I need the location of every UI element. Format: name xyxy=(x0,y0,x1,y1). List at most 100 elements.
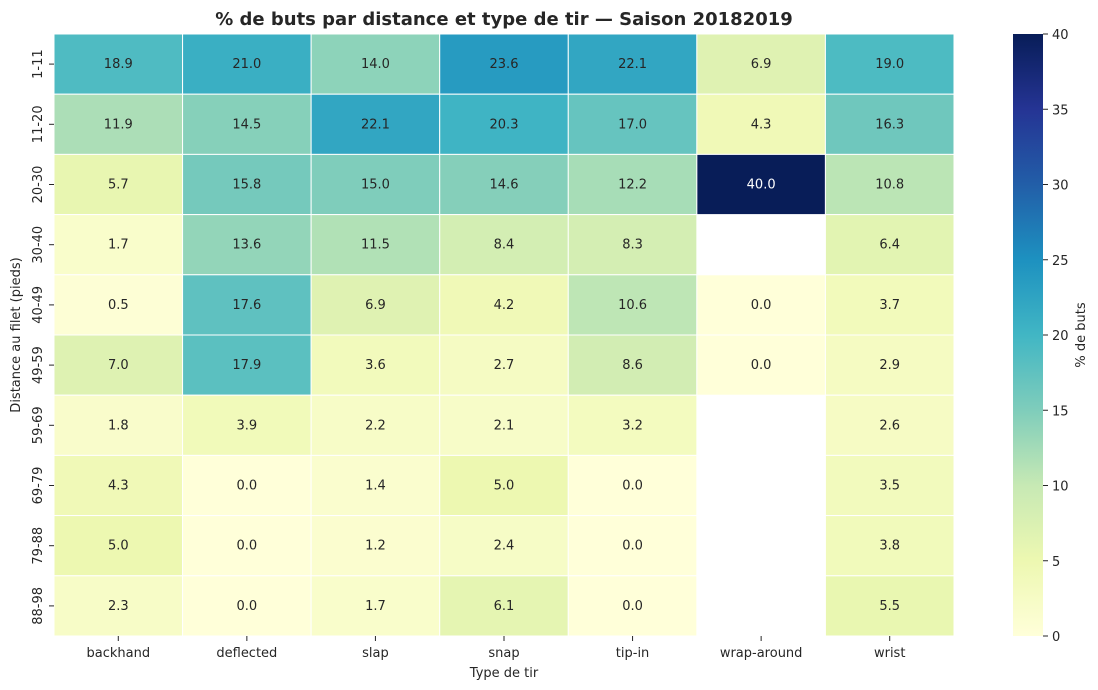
heatmap-cell xyxy=(696,153,826,216)
heatmap-cell xyxy=(567,214,698,276)
cell-value-label: 11.9 xyxy=(104,117,133,132)
cell-value-label: 5.7 xyxy=(108,178,129,193)
heatmap-cell xyxy=(824,153,955,216)
cell-value-label: 0.0 xyxy=(622,599,643,614)
cell-value-label: 2.1 xyxy=(494,418,515,433)
heatmap-cell xyxy=(439,274,569,336)
cell-value-label: 6.9 xyxy=(751,57,772,72)
cell-value-label: 16.3 xyxy=(875,117,904,132)
heatmap-cell xyxy=(824,214,955,276)
cell-value-label: 1.2 xyxy=(365,539,386,554)
y-tick-label: 30-40 xyxy=(31,226,46,264)
heatmap-cell xyxy=(53,394,184,456)
y-tick-label: 59-69 xyxy=(31,406,46,444)
colorbar-tick-label: 15 xyxy=(1052,404,1069,419)
cell-value-label: 15.8 xyxy=(232,178,261,193)
cell-value-label: 3.7 xyxy=(879,298,900,313)
heatmap-cell xyxy=(182,515,312,577)
heatmap-cell xyxy=(310,33,441,95)
cell-value-label: 6.4 xyxy=(879,238,900,253)
heatmap-cell xyxy=(53,214,184,276)
cell-value-label: 21.0 xyxy=(232,57,261,72)
y-tick-label: 1-11 xyxy=(31,49,46,79)
cell-value-label: 8.3 xyxy=(622,238,643,253)
heatmap-cell xyxy=(182,153,312,216)
colorbar-tick-label: 20 xyxy=(1052,329,1069,344)
cell-value-label: 10.8 xyxy=(875,178,904,193)
heatmap-cell xyxy=(567,334,698,396)
heatmap-cell xyxy=(439,454,569,517)
heatmap-cell xyxy=(310,334,441,396)
cell-value-label: 0.0 xyxy=(751,358,772,373)
heatmap-cell xyxy=(439,334,569,396)
cell-value-label: 5.5 xyxy=(879,599,900,614)
y-tick-label: 49-59 xyxy=(31,346,46,384)
heatmap-cell xyxy=(182,454,312,517)
cell-value-label: 13.6 xyxy=(232,238,261,253)
heatmap-cell xyxy=(182,274,312,336)
cell-value-label: 3.9 xyxy=(237,418,258,433)
cell-value-label: 8.4 xyxy=(494,238,515,253)
x-axis-label: Type de tir xyxy=(469,666,539,681)
heatmap-cell xyxy=(824,454,955,517)
cell-value-label: 0.5 xyxy=(108,298,129,313)
cell-value-label: 23.6 xyxy=(490,57,519,72)
cell-value-label: 1.8 xyxy=(108,418,129,433)
cell-value-label: 1.7 xyxy=(108,238,129,253)
cell-value-label: 19.0 xyxy=(875,57,904,72)
y-axis-label: Distance au filet (pieds) xyxy=(9,257,24,412)
heatmap-cell xyxy=(439,214,569,276)
cell-value-label: 2.4 xyxy=(494,539,515,554)
y-tick-label: 40-49 xyxy=(31,286,46,324)
heatmap-cell xyxy=(439,394,569,456)
y-tick-label: 88-98 xyxy=(31,587,46,625)
heatmap-cell xyxy=(310,93,441,155)
heatmap-cell xyxy=(824,394,955,456)
heatmap-cell xyxy=(439,515,569,577)
heatmap-cell xyxy=(310,153,441,216)
colorbar-ticks: 0 5 10 15 20 25 30 35 40 xyxy=(1043,28,1069,645)
colorbar-label: % de buts xyxy=(1074,302,1089,367)
heatmap-cell xyxy=(824,575,955,637)
cell-value-label: 14.0 xyxy=(361,57,390,72)
colorbar-tick-label: 30 xyxy=(1052,179,1069,194)
x-tick-label: snap xyxy=(488,646,519,661)
heatmap-cell xyxy=(182,394,312,456)
heatmap-cell xyxy=(567,93,698,155)
cell-value-label: 7.0 xyxy=(108,358,129,373)
heatmap-cell xyxy=(567,394,698,456)
x-tick-label: wrap-around xyxy=(720,646,803,661)
cell-value-label: 0.0 xyxy=(237,539,258,554)
cell-value-label: 17.9 xyxy=(232,358,261,373)
x-tick-label: deflected xyxy=(216,646,277,661)
x-tick-label: backhand xyxy=(86,646,150,661)
heatmap-cell xyxy=(182,214,312,276)
cell-value-label: 2.7 xyxy=(494,358,515,373)
cell-value-label: 15.0 xyxy=(361,178,390,193)
heatmap-cell xyxy=(53,334,184,396)
y-axis-ticks: 1-11 11-20 20-30 30-40 40-49 49-59 59-69 69-79 7… xyxy=(31,49,54,625)
y-tick-label: 79-88 xyxy=(31,527,46,565)
heatmap-cell xyxy=(182,575,312,637)
cell-value-label: 8.6 xyxy=(622,358,643,373)
cell-value-label: 10.6 xyxy=(618,298,647,313)
heatmap-cell xyxy=(567,33,698,95)
heatmap-cell xyxy=(182,33,312,95)
cell-value-label: 0.0 xyxy=(751,298,772,313)
colorbar-tick-label: 40 xyxy=(1052,28,1069,43)
heatmap-cell xyxy=(53,274,184,336)
colorbar-tick-label: 35 xyxy=(1052,103,1069,118)
cell-value-label: 4.2 xyxy=(494,298,515,313)
heatmap-cell xyxy=(696,334,826,396)
cell-value-label: 0.0 xyxy=(237,479,258,494)
colorbar-tick-label: 10 xyxy=(1052,480,1069,495)
heatmap-cell xyxy=(439,153,569,216)
y-tick-label: 69-79 xyxy=(31,467,46,505)
cell-value-label: 1.4 xyxy=(365,479,386,494)
cell-value-label: 14.5 xyxy=(232,117,261,132)
heatmap-cell xyxy=(439,33,569,95)
heatmap-cell xyxy=(567,575,698,637)
cell-value-label: 18.9 xyxy=(104,57,133,72)
y-tick-label: 11-20 xyxy=(31,105,46,143)
